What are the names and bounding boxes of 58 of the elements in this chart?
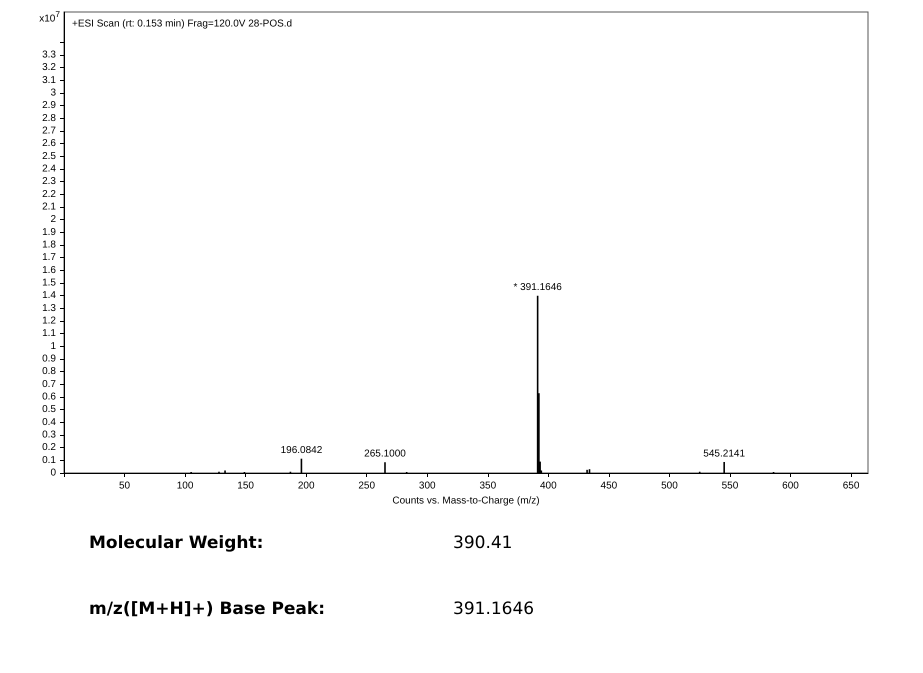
y-tick-label: 1.5 [42, 278, 56, 289]
annotation: 265.1000 [364, 448, 406, 460]
y-tick-label: 1 [50, 340, 56, 352]
y-tick-label: 1.7 [42, 252, 56, 264]
y-tick-label: 1.1 [42, 328, 56, 340]
y-tick-label: 3 [50, 88, 56, 99]
y-tick-label: 2.3 [42, 176, 56, 188]
x-tick-label: 50 [118, 480, 131, 492]
x-tick-label: 500 [661, 480, 678, 492]
annotation: 196.0842 [280, 445, 323, 456]
y-tick-label: 1.8 [42, 240, 56, 251]
y-tick-label: 2.1 [42, 202, 56, 213]
text: Molecular Weight: [89, 533, 264, 553]
annotation: 545.2141 [703, 448, 746, 460]
y-tick-label: 1.9 [42, 226, 56, 238]
x-tick-label: 350 [479, 480, 497, 492]
x-tick-label: 100 [176, 480, 194, 492]
y-tick-label: 2.8 [42, 112, 56, 124]
text: +ESI Scan (rt: 0.153 min) Frag=120.0V 28-POS.d [72, 18, 292, 30]
y-tick-label: 0.7 [42, 378, 56, 390]
x-tick-label: 600 [782, 480, 800, 492]
y-tick-label: 0.1 [42, 454, 56, 466]
y-tick-label: 2.2 [42, 188, 56, 200]
x-tick-label: 200 [298, 480, 315, 492]
y-tick-label: 2 [50, 214, 56, 226]
y-tick-label: 2.7 [42, 126, 56, 137]
x-tick-label: 650 [842, 480, 860, 492]
y-tick-label: 0.8 [42, 366, 56, 378]
y-tick-label: 1.6 [42, 264, 56, 276]
x-axis-title: Counts vs. Mass-to-Charge (m/z) [392, 495, 540, 506]
y-tick-label: 0 [50, 468, 56, 478]
y-tick-label: 3.2 [42, 62, 56, 74]
y-tick-label: 0.4 [42, 416, 56, 428]
x-tick-label: 450 [600, 480, 618, 492]
y-tick-label: 0.9 [42, 354, 56, 365]
y-tick-label: 1.2 [42, 316, 56, 327]
y-tick-label: 3.3 [42, 50, 56, 61]
x-tick-label: 400 [540, 480, 558, 492]
text: 391.1646 [453, 599, 534, 619]
y-tick-label: 3.1 [42, 74, 56, 86]
x-tick-label: 250 [358, 480, 376, 492]
text: 390.41 [453, 533, 512, 553]
text: m/z([M+H]+) Base Peak: [89, 599, 326, 619]
y-tick-label: 2.6 [42, 138, 56, 150]
x-tick-label: 550 [722, 480, 739, 492]
y-tick-label: 0.6 [42, 392, 56, 403]
y-tick-label: 0.3 [42, 430, 56, 441]
y-axis-title: x10$^{7}$ [39, 8, 60, 26]
y-tick-label: 2.4 [42, 164, 56, 175]
annotation: * 391.1646 [513, 282, 562, 294]
x-tick-label: 300 [418, 480, 436, 492]
y-tick-label: 1.4 [42, 290, 56, 302]
y-tick-label: 2.5 [42, 150, 56, 162]
y-tick-label: 0.2 [42, 442, 56, 454]
y-tick-label: 1.3 [42, 302, 56, 314]
x-tick-label: 150 [237, 480, 254, 492]
y-tick-label: 2.9 [42, 100, 56, 112]
y-tick-label: 0.5 [42, 404, 56, 416]
